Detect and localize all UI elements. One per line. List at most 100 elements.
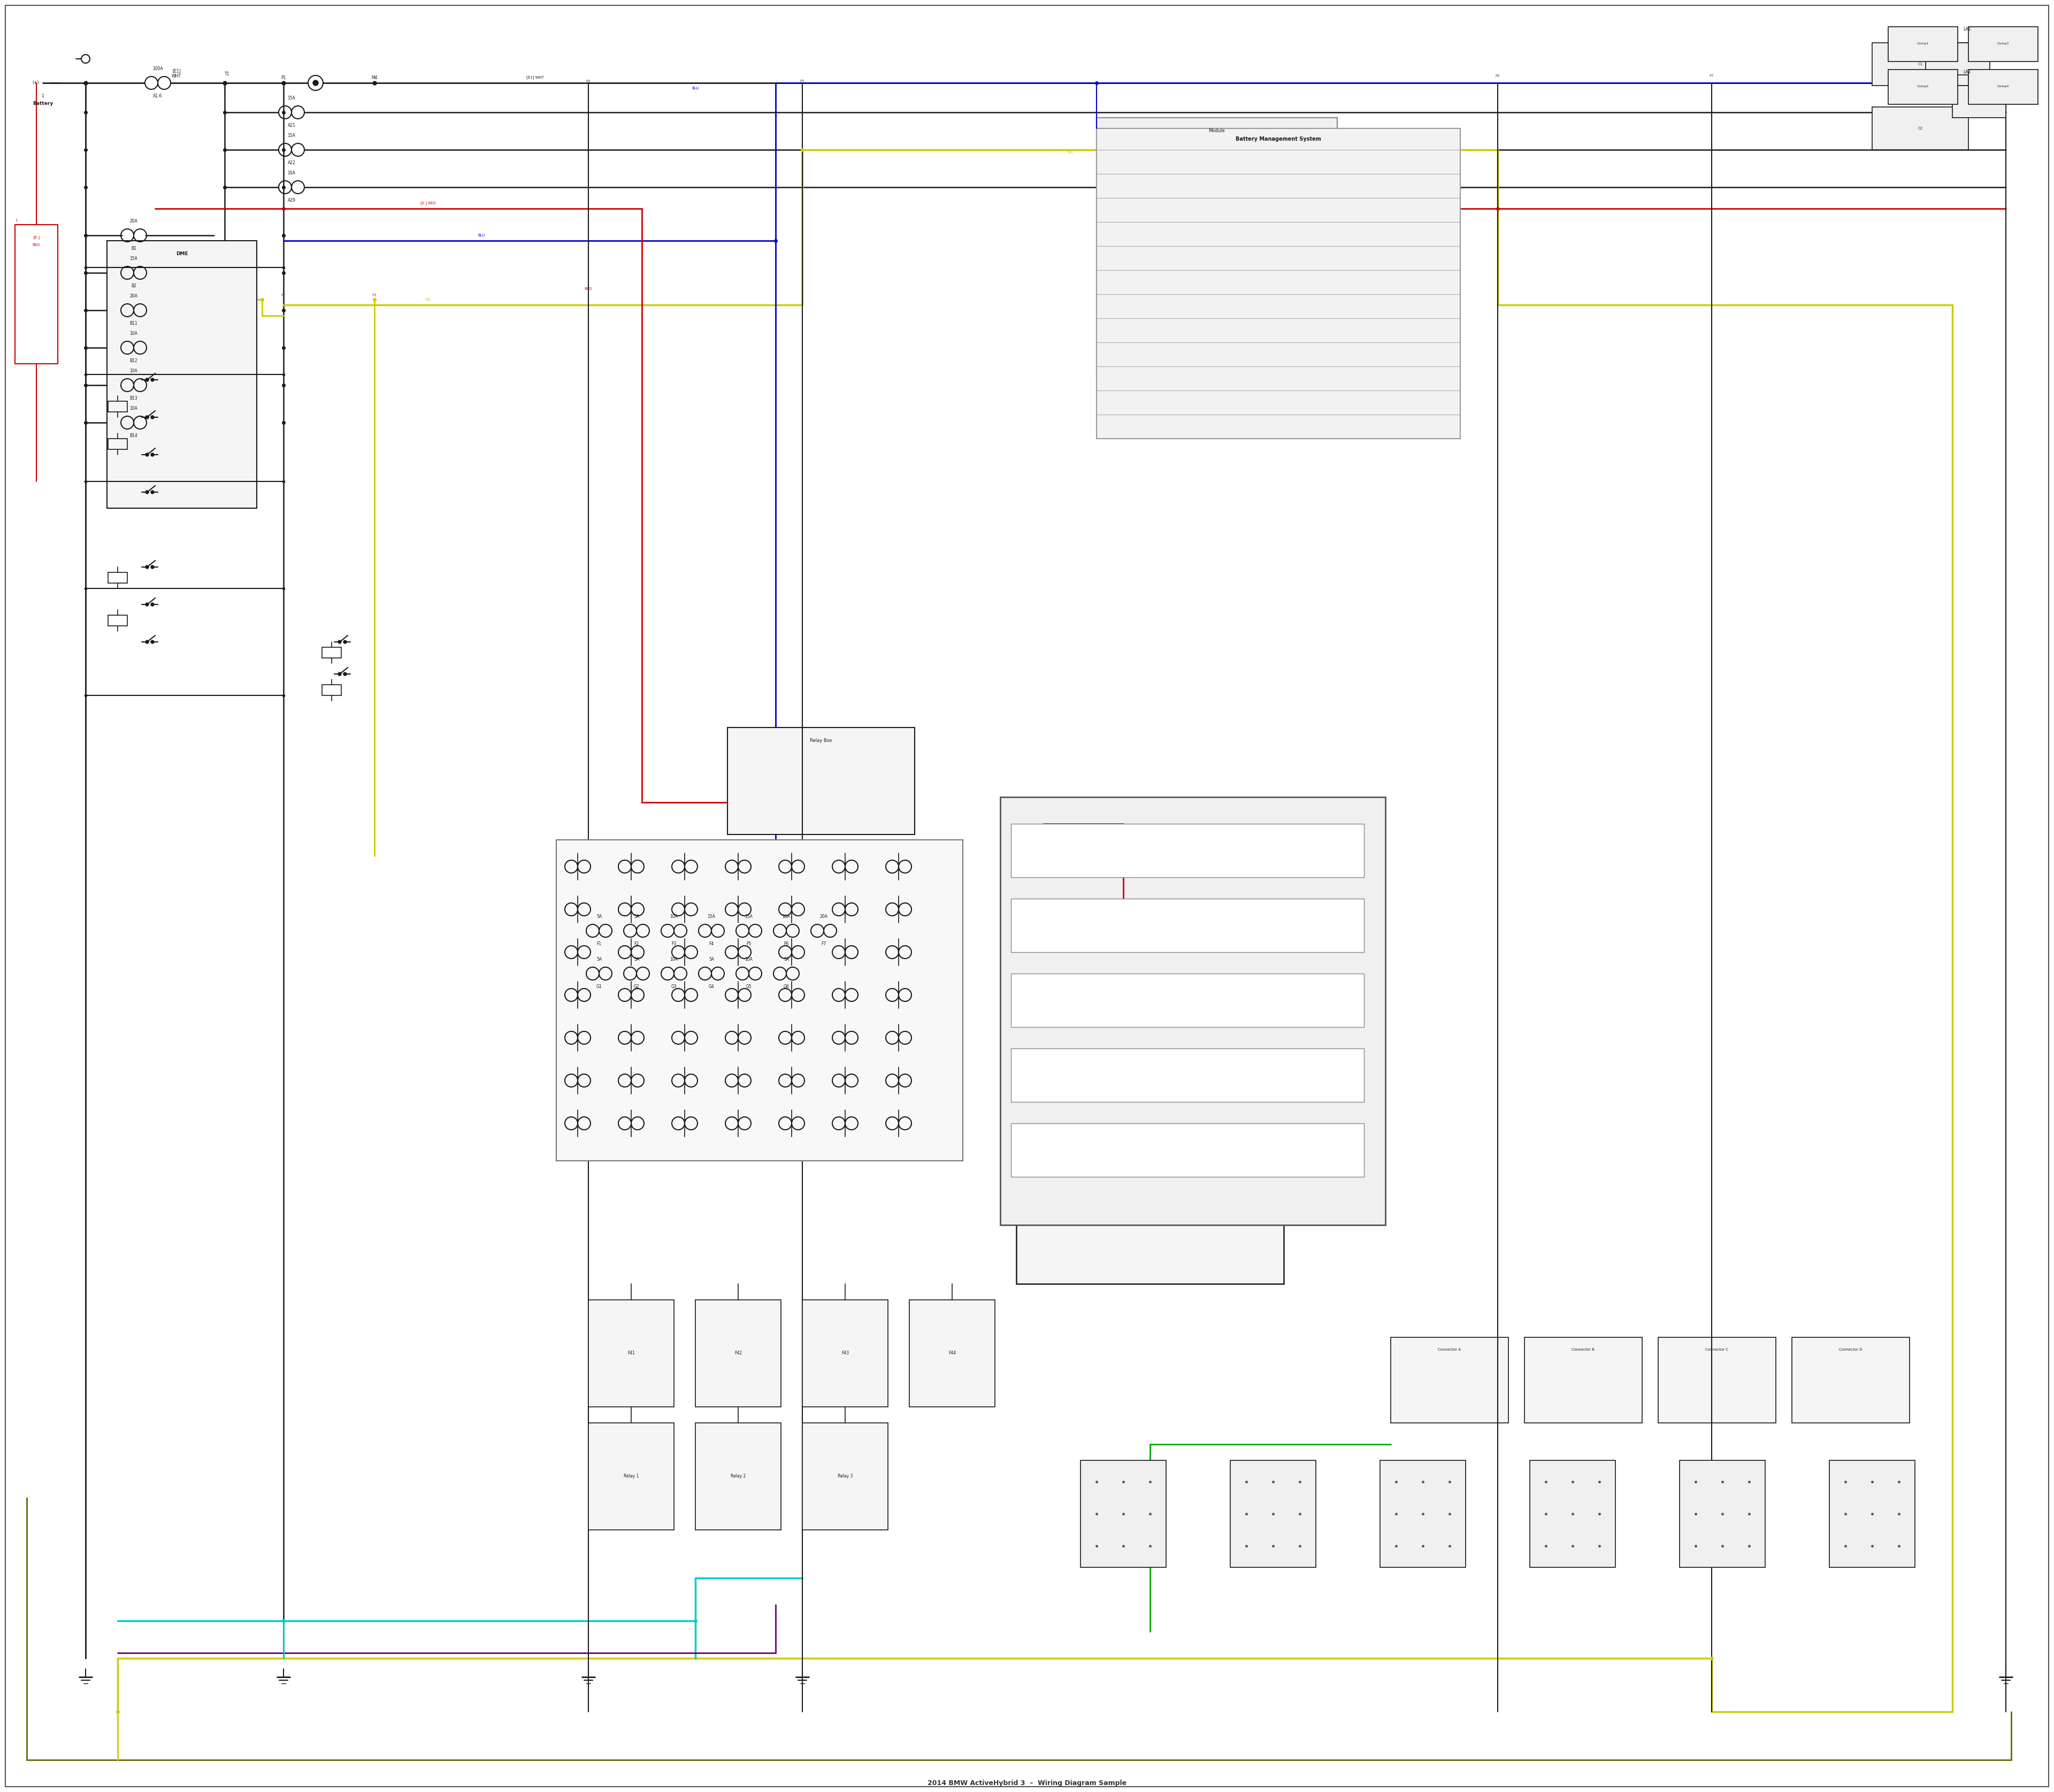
Text: P7: P7 xyxy=(1709,73,1713,77)
Text: 5A: 5A xyxy=(596,957,602,962)
Text: Comp3: Comp3 xyxy=(1996,43,2009,45)
Text: F4: F4 xyxy=(709,941,715,946)
Text: G3: G3 xyxy=(672,984,678,989)
Bar xyxy=(803,1423,887,1530)
Text: 5A: 5A xyxy=(709,957,715,962)
Text: B13: B13 xyxy=(129,396,138,401)
Bar xyxy=(1871,108,1968,151)
Circle shape xyxy=(343,640,347,643)
Text: C1: C1 xyxy=(1918,63,1923,66)
Text: LA2: LA2 xyxy=(1964,70,1970,73)
Text: 1: 1 xyxy=(14,219,16,222)
Text: Connector C: Connector C xyxy=(1705,1348,1729,1351)
Text: [E1] WHT: [E1] WHT xyxy=(526,75,544,79)
Text: Module: Module xyxy=(1208,129,1224,133)
Text: Connector A: Connector A xyxy=(1438,1348,1460,1351)
Text: Comp4: Comp4 xyxy=(1996,86,2009,88)
Text: A29: A29 xyxy=(288,197,296,202)
Text: P1: P1 xyxy=(281,75,286,81)
Text: F43: F43 xyxy=(842,1351,848,1357)
Bar xyxy=(1097,118,1337,375)
Circle shape xyxy=(146,602,148,606)
Text: 15A: 15A xyxy=(746,914,754,919)
Text: B12: B12 xyxy=(129,358,138,364)
Bar xyxy=(910,1299,994,1407)
Bar xyxy=(1871,43,1968,86)
Text: Relay 1: Relay 1 xyxy=(624,1475,639,1478)
Text: Relay 2: Relay 2 xyxy=(731,1475,746,1478)
Text: F42: F42 xyxy=(735,1351,741,1357)
Bar xyxy=(1011,973,1364,1027)
Text: 5A: 5A xyxy=(635,914,639,919)
Text: [E1]: [E1] xyxy=(173,68,181,73)
Bar xyxy=(1530,1460,1614,1568)
Text: Battery Management System: Battery Management System xyxy=(1237,136,1321,142)
Text: C2: C2 xyxy=(1918,127,1923,131)
Bar xyxy=(803,1299,887,1407)
Text: B2: B2 xyxy=(131,283,136,289)
Bar xyxy=(587,1423,674,1530)
Bar xyxy=(557,840,963,1161)
Text: F7: F7 xyxy=(822,941,826,946)
Text: 15A: 15A xyxy=(288,95,296,100)
Bar xyxy=(109,439,127,450)
Bar xyxy=(322,647,341,658)
Text: 10A: 10A xyxy=(783,914,791,919)
Text: BLU: BLU xyxy=(479,233,485,237)
Text: 15A: 15A xyxy=(129,256,138,262)
Text: 10A: 10A xyxy=(129,332,138,335)
Text: 10A: 10A xyxy=(670,957,678,962)
Text: 10A: 10A xyxy=(129,369,138,373)
Text: F6: F6 xyxy=(785,941,789,946)
Bar xyxy=(1953,86,2007,118)
Text: A1.6: A1.6 xyxy=(154,93,162,99)
Text: 100A: 100A xyxy=(152,66,162,72)
Text: 15A: 15A xyxy=(288,133,296,138)
Bar xyxy=(109,572,127,582)
Text: 5A: 5A xyxy=(635,957,639,962)
Text: 20A: 20A xyxy=(129,219,138,224)
Text: G1: G1 xyxy=(596,984,602,989)
Text: RED: RED xyxy=(33,244,41,247)
Text: BLU: BLU xyxy=(692,86,698,90)
Bar xyxy=(1011,1048,1364,1102)
Text: M4: M4 xyxy=(372,75,378,81)
Text: P5: P5 xyxy=(801,79,805,82)
Circle shape xyxy=(312,81,318,86)
Circle shape xyxy=(343,672,347,676)
Text: P4: P4 xyxy=(585,79,592,82)
Text: P6: P6 xyxy=(1495,73,1499,77)
Text: 20A: 20A xyxy=(820,914,828,919)
Bar xyxy=(1391,1337,1508,1423)
Text: Relay 3: Relay 3 xyxy=(838,1475,852,1478)
Text: F1: F1 xyxy=(596,941,602,946)
Bar xyxy=(1380,1460,1467,1568)
Text: B11: B11 xyxy=(129,321,138,326)
Text: F2: F2 xyxy=(635,941,639,946)
Circle shape xyxy=(146,566,148,568)
Text: P3: P3 xyxy=(372,294,376,297)
Circle shape xyxy=(146,491,148,495)
Text: Connector B: Connector B xyxy=(1571,1348,1594,1351)
Text: 10A: 10A xyxy=(746,957,754,962)
Bar xyxy=(109,401,127,412)
Text: WHT: WHT xyxy=(173,73,181,79)
Bar xyxy=(1011,898,1364,952)
Text: YEL: YEL xyxy=(1066,151,1072,154)
Bar xyxy=(1011,824,1364,878)
Bar xyxy=(1888,70,1957,104)
Bar xyxy=(1000,797,1384,1226)
Text: T1: T1 xyxy=(224,72,230,77)
Bar xyxy=(1791,1337,1910,1423)
Text: F3: F3 xyxy=(672,941,676,946)
Text: 15A: 15A xyxy=(707,914,715,919)
Circle shape xyxy=(150,491,154,495)
Text: [E.]: [E.] xyxy=(33,235,39,238)
Text: YEL: YEL xyxy=(425,297,431,301)
Circle shape xyxy=(339,640,341,643)
Circle shape xyxy=(146,640,148,643)
Circle shape xyxy=(150,453,154,457)
Circle shape xyxy=(150,640,154,643)
Text: Management: Management xyxy=(1136,984,1165,989)
Text: 10A: 10A xyxy=(288,170,296,176)
